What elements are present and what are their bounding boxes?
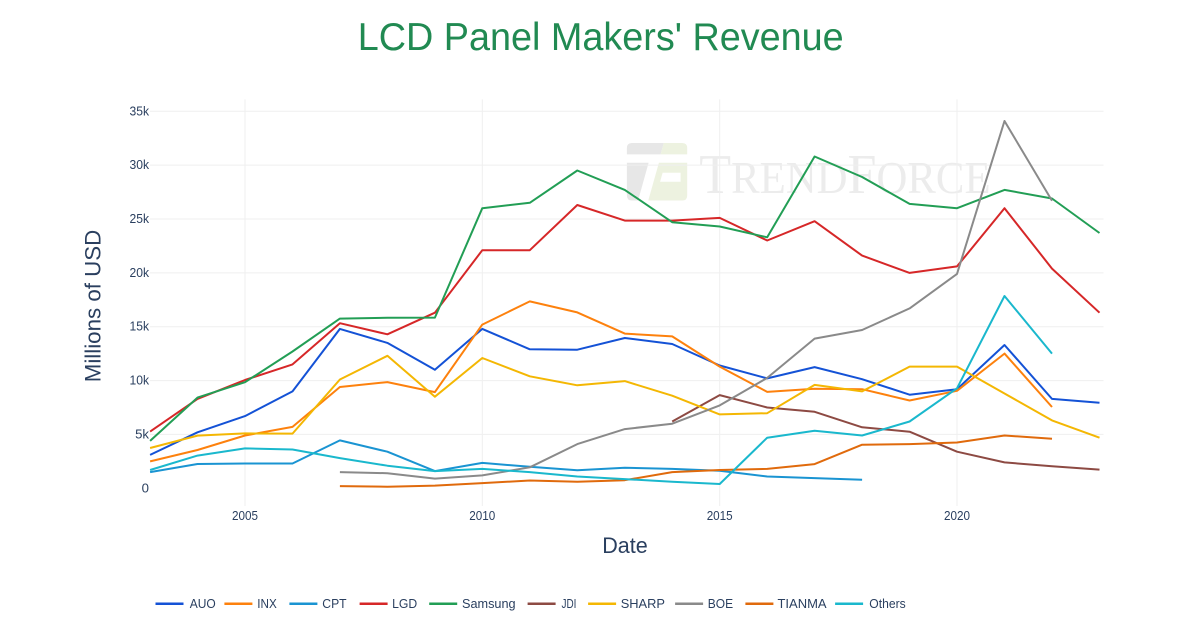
svg-text:Date: Date <box>602 533 648 558</box>
svg-text:LCD Panel Makers' Revenue: LCD Panel Makers' Revenue <box>358 16 844 59</box>
svg-text:BOE: BOE <box>708 596 734 611</box>
svg-text:5k: 5k <box>135 426 149 441</box>
svg-text:AUO: AUO <box>190 596 216 611</box>
svg-text:TRENDFORCE: TRENDFORCE <box>699 143 990 205</box>
svg-text:INX: INX <box>257 596 277 611</box>
svg-text:2020: 2020 <box>944 508 970 523</box>
svg-text:2015: 2015 <box>707 508 733 523</box>
svg-text:2010: 2010 <box>469 508 495 523</box>
svg-text:2005: 2005 <box>232 508 258 523</box>
svg-text:25k: 25k <box>130 211 150 226</box>
svg-text:20k: 20k <box>130 265 150 280</box>
svg-text:35k: 35k <box>130 103 150 118</box>
svg-text:15k: 15k <box>130 319 150 334</box>
svg-text:SHARP: SHARP <box>621 596 665 611</box>
svg-text:CPT: CPT <box>322 596 346 611</box>
svg-text:LGD: LGD <box>392 596 417 611</box>
svg-text:Millions of USD: Millions of USD <box>81 230 106 383</box>
svg-text:10k: 10k <box>130 373 150 388</box>
svg-text:0: 0 <box>142 480 149 495</box>
svg-text:TIANMA: TIANMA <box>778 596 827 611</box>
svg-text:Others: Others <box>869 596 906 611</box>
svg-text:Samsung: Samsung <box>462 596 516 611</box>
svg-text:30k: 30k <box>130 157 150 172</box>
svg-text:JDI: JDI <box>562 596 577 611</box>
